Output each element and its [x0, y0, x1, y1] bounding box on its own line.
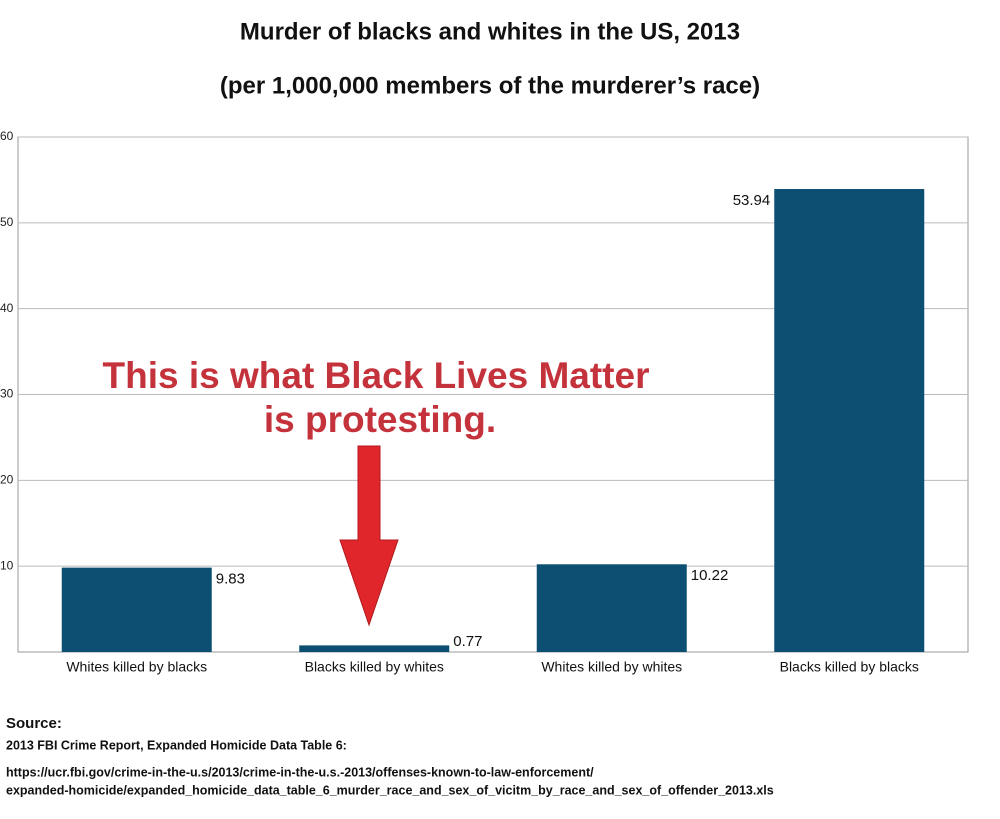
y-tick-label: 60	[0, 129, 14, 143]
x-tick-label: Whites killed by blacks	[66, 659, 207, 675]
x-tick-label: Blacks killed by whites	[305, 659, 444, 675]
y-tick-label: 50	[0, 215, 14, 229]
value-label: 0.77	[453, 633, 482, 650]
x-tick-label: Whites killed by whites	[541, 659, 682, 675]
value-label: 10.22	[691, 567, 729, 584]
value-label: 9.83	[216, 571, 245, 588]
y-tick-label: 30	[0, 387, 14, 401]
value-label: 53.94	[733, 192, 771, 209]
arrow	[339, 445, 399, 627]
bar	[299, 645, 450, 652]
source-heading: Source:	[6, 715, 62, 732]
bar	[61, 567, 212, 652]
bar	[536, 564, 687, 652]
y-tick-label: 20	[0, 473, 14, 487]
y-tick-label: 10	[0, 558, 14, 572]
chart-subtitle: (per 1,000,000 members of the murderer’s…	[220, 72, 760, 99]
source-url: https://ucr.fbi.gov/crime-in-the-u.s/201…	[6, 765, 594, 779]
chart-title: Murder of blacks and whites in the US, 2…	[240, 18, 740, 45]
plot-area: 10 20 30 40 50 60 Whites killed by blacks 9.83 B…	[0, 129, 968, 675]
y-tick-label: 40	[0, 301, 14, 315]
annotation: is protesting.	[264, 399, 496, 440]
x-tick-label: Blacks killed by blacks	[780, 659, 919, 675]
annotation: This is what Black Lives Matter	[103, 355, 650, 396]
source-reference: 2013 FBI Crime Report, Expanded Homicide…	[6, 738, 347, 752]
source-url: expanded-homicide/expanded_homicide_data…	[6, 783, 774, 797]
bar	[774, 189, 925, 652]
